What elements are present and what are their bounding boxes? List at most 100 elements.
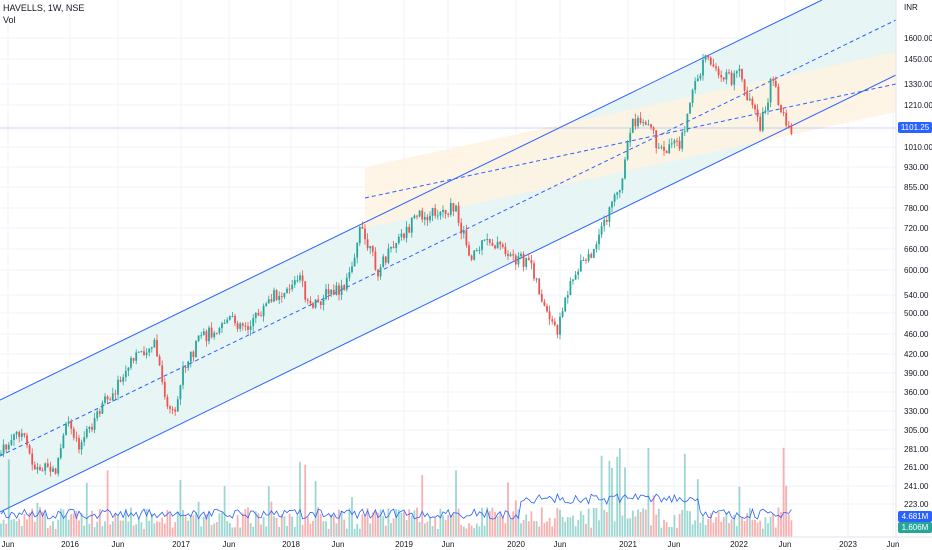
- candle-body: [525, 258, 528, 267]
- volume-bar: [44, 513, 47, 537]
- candle-body: [218, 328, 221, 333]
- candle-body: [790, 125, 793, 134]
- volume-bar: [491, 507, 494, 537]
- candle-body: [611, 201, 613, 208]
- volume-bar: [616, 456, 619, 537]
- volume-bar: [117, 515, 119, 537]
- candle-body: [626, 142, 629, 160]
- symbol-title[interactable]: HAVELLS, 1W, NSE: [3, 3, 85, 13]
- price-tick-label: 281.00: [904, 445, 929, 454]
- candle-body: [637, 117, 639, 127]
- volume-bar: [275, 517, 278, 537]
- volume-bar: [366, 508, 369, 537]
- candle-body: [704, 55, 707, 60]
- candle-body: [608, 207, 611, 222]
- candle-body: [161, 365, 164, 382]
- volume-bar: [418, 522, 421, 537]
- volume-bar: [787, 514, 790, 537]
- volume-bar: [598, 520, 600, 537]
- volume-bar: [158, 521, 161, 537]
- volume-bar: [782, 447, 785, 537]
- candle-body: [93, 418, 96, 430]
- candle-body: [247, 326, 249, 330]
- candle-body: [475, 250, 478, 252]
- volume-bar: [348, 508, 351, 537]
- candle-body: [210, 327, 213, 338]
- volume-bar: [504, 523, 507, 537]
- volume-bar: [470, 525, 473, 537]
- volume-bar: [213, 523, 216, 537]
- volume-bar: [751, 519, 754, 537]
- candle-body: [254, 312, 257, 319]
- volume-bar: [707, 519, 710, 537]
- candle-body: [98, 411, 101, 414]
- candle-body: [278, 296, 281, 300]
- volume-bar: [72, 513, 75, 537]
- volume-bar: [540, 507, 543, 537]
- price-tick-label: 241.00: [904, 482, 929, 491]
- volume-bar: [488, 511, 491, 537]
- volume-bar: [613, 521, 616, 537]
- volume-bar: [444, 519, 447, 537]
- volume-bar: [738, 486, 741, 537]
- volume-bar: [507, 482, 509, 537]
- volume-bar: [299, 461, 301, 537]
- volume-bar: [291, 516, 294, 537]
- volume-bar: [382, 516, 385, 537]
- price-axis[interactable]: 1600.00 1450.00 1330.00 1210.00 1010.00 930.0…: [904, 34, 932, 509]
- candle-body: [673, 140, 676, 144]
- candle-body: [345, 277, 348, 290]
- price-tick-label: 660.00: [904, 245, 929, 254]
- volume-bar: [119, 520, 122, 537]
- time-tick-label: Jun: [779, 540, 792, 549]
- candle-body: [400, 233, 403, 237]
- candle-body: [644, 121, 647, 125]
- candle-body: [538, 278, 541, 295]
- volume-bar: [392, 518, 395, 537]
- channel-upper-line: [0, 0, 823, 401]
- candle-body: [465, 230, 468, 246]
- volume-bar: [639, 512, 642, 537]
- volume-bar: [423, 523, 426, 537]
- volume-bar: [384, 525, 387, 537]
- volume-bar: [67, 519, 70, 537]
- candle-body: [301, 275, 304, 282]
- volume-bar: [626, 518, 629, 537]
- candle-body: [496, 241, 499, 249]
- candle-body: [111, 393, 114, 401]
- volume-bar: [161, 517, 164, 537]
- volume-bar: [18, 518, 21, 537]
- volume-bar: [145, 508, 148, 537]
- candle-body: [62, 435, 65, 449]
- candle-body: [751, 98, 754, 105]
- volume-bar: [28, 512, 31, 537]
- volume-bar: [767, 523, 769, 537]
- volume-value-tag: 4.681M: [898, 511, 932, 522]
- candle-body: [546, 305, 548, 312]
- volume-bar: [59, 508, 62, 537]
- volume-bar: [582, 515, 585, 537]
- volume-indicator-label[interactable]: Vol: [3, 15, 16, 25]
- candle-body: [361, 226, 364, 229]
- candle-body: [283, 292, 286, 297]
- candle-body: [244, 325, 247, 327]
- time-tick-label: Jun: [887, 540, 900, 549]
- candle-body: [231, 315, 234, 317]
- candle-body: [202, 331, 205, 336]
- candle-body: [639, 117, 642, 123]
- volume-bar: [785, 485, 788, 537]
- volume-bar: [319, 514, 322, 537]
- volume-bar: [36, 502, 39, 537]
- volume-bar: [533, 521, 535, 537]
- volume-bar: [226, 521, 229, 537]
- candle-body: [566, 295, 569, 298]
- candle-body: [725, 72, 728, 80]
- volume-bar: [13, 519, 15, 537]
- candle-body: [135, 352, 138, 361]
- volume-bar: [538, 526, 541, 537]
- channel-median-line: [0, 19, 897, 457]
- candle-body: [5, 444, 8, 450]
- time-axis[interactable]: Jun 2016 Jun 2017 Jun 2018 Jun 2019 Jun 2020 Jun 20…: [2, 540, 900, 549]
- volume-bar: [262, 516, 265, 537]
